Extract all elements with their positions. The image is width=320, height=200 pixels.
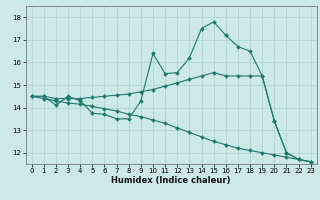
X-axis label: Humidex (Indice chaleur): Humidex (Indice chaleur) [111,176,231,185]
